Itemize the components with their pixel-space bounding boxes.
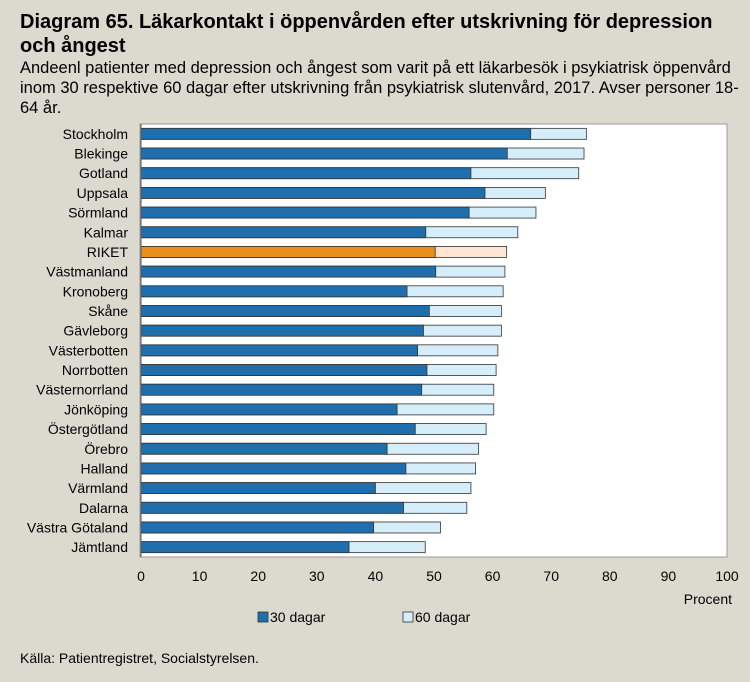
category-label: Västernorrland <box>36 382 128 398</box>
category-label: Dalarna <box>79 500 128 516</box>
bar-30-dagar <box>140 521 375 534</box>
category-label: Sörmland <box>68 205 128 221</box>
bar-30-dagar <box>140 383 423 396</box>
x-tick-label: 80 <box>602 568 618 584</box>
category-label: Västmanland <box>46 264 128 280</box>
bar-30-dagar <box>140 206 470 219</box>
bar-30-dagar <box>140 167 472 180</box>
category-label: Västerbotten <box>49 342 128 358</box>
legend-swatch-60-dagar <box>402 611 414 623</box>
bar-30-dagar <box>140 246 436 258</box>
x-tick-label: 30 <box>309 568 325 584</box>
bar-30-dagar <box>140 265 437 278</box>
bar-30-dagar <box>140 442 388 455</box>
category-label: Norrbotten <box>62 362 128 378</box>
category-label: Jämtland <box>71 539 128 555</box>
bar-30-dagar <box>140 462 407 475</box>
bar-30-dagar <box>140 147 508 160</box>
x-tick-label: 20 <box>250 568 266 584</box>
bar-30-dagar <box>140 423 416 435</box>
category-label: Västra Götaland <box>27 519 128 535</box>
category-label: RIKET <box>87 244 129 260</box>
category-label: Värmland <box>68 480 128 496</box>
x-axis-label: Procent <box>684 591 732 607</box>
bar-30-dagar <box>140 403 398 416</box>
bar-30-dagar <box>140 226 427 239</box>
x-tick-label: 50 <box>426 568 442 584</box>
bar-30-dagar <box>140 127 532 140</box>
category-label: Gotland <box>79 165 128 181</box>
category-label: Kronoberg <box>63 283 128 299</box>
chart-subtitle: Andeenl patienter med depression och ång… <box>20 59 739 117</box>
x-tick-label: 60 <box>485 568 501 584</box>
category-label: Uppsala <box>77 185 129 201</box>
chart-title: Diagram 65. Läkarkontakt i öppenvården e… <box>20 11 713 57</box>
category-label: Kalmar <box>84 224 129 240</box>
category-label: Jönköping <box>64 401 128 417</box>
bar-30-dagar <box>140 344 418 357</box>
source-note: Källa: Patientregistret, Socialstyrelsen… <box>20 650 259 666</box>
bar-30-dagar <box>140 541 350 554</box>
legend-label-30-dagar: 30 dagar <box>270 609 326 625</box>
bar-30-dagar <box>140 501 404 514</box>
category-label: Blekinge <box>74 146 128 162</box>
x-tick-label: 100 <box>715 568 739 584</box>
x-tick-label: 70 <box>543 568 559 584</box>
category-label: Östergötland <box>48 420 128 437</box>
bar-30-dagar <box>140 186 486 199</box>
category-label: Skåne <box>88 303 128 319</box>
category-label: Gävleborg <box>63 323 128 339</box>
x-tick-label: 40 <box>368 568 384 584</box>
bar-30-dagar <box>140 364 428 376</box>
x-tick-label: 10 <box>192 568 208 584</box>
x-tick-label: 0 <box>137 568 145 584</box>
category-label: Halland <box>81 460 128 476</box>
bar-30-dagar <box>140 305 430 317</box>
bar-30-dagar <box>140 482 376 495</box>
legend-swatch-30-dagar <box>257 611 269 623</box>
bar-30-dagar <box>140 285 408 298</box>
category-label: Stockholm <box>63 126 128 142</box>
category-label: Örebro <box>84 440 128 457</box>
x-tick-label: 90 <box>661 568 677 584</box>
bar-30-dagar <box>140 324 424 337</box>
legend-label-60-dagar: 60 dagar <box>415 609 471 625</box>
